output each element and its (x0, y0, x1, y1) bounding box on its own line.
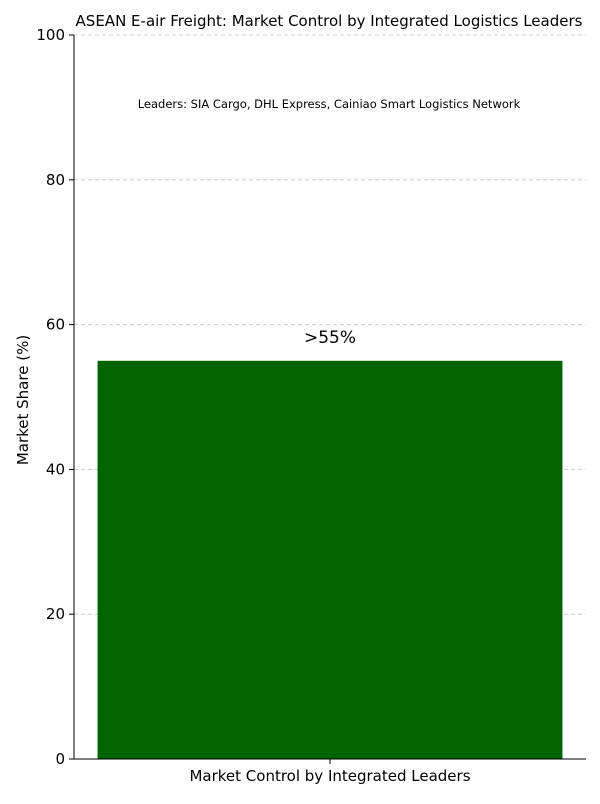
leaders-annotation: Leaders: SIA Cargo, DHL Express, Cainiao… (138, 97, 521, 111)
y-axis-label: Market Share (%) (14, 335, 32, 465)
data-labels: >55% (304, 328, 356, 348)
y-tick-label-60: 60 (46, 316, 65, 334)
y-tick-label-40: 40 (46, 460, 65, 478)
x-tick-labels: Market Control by Integrated Leaders (189, 767, 470, 785)
y-tick-labels: 0 20 40 60 80 100 (36, 26, 65, 768)
data-label-0: >55% (304, 328, 356, 348)
y-tick-label-80: 80 (46, 171, 65, 189)
bars (97, 360, 563, 759)
axes (69, 34, 586, 764)
bar-0 (97, 360, 563, 759)
y-tick-label-20: 20 (46, 605, 65, 623)
chart-title: ASEAN E-air Freight: Market Control by I… (76, 12, 583, 30)
x-tick-label-0: Market Control by Integrated Leaders (189, 767, 470, 785)
y-tick-label-100: 100 (36, 26, 65, 44)
y-tick-label-0: 0 (55, 750, 65, 768)
